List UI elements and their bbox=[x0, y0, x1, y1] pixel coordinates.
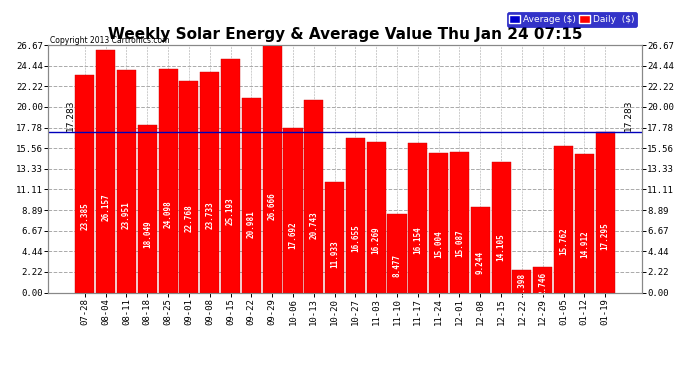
Bar bbox=[96, 50, 115, 292]
Text: 17.283: 17.283 bbox=[624, 99, 633, 131]
Text: 2.398: 2.398 bbox=[518, 273, 526, 296]
Text: 25.193: 25.193 bbox=[226, 197, 235, 225]
Bar bbox=[366, 141, 386, 292]
Text: 16.154: 16.154 bbox=[413, 226, 422, 254]
Bar bbox=[450, 153, 469, 292]
Bar bbox=[138, 125, 157, 292]
Bar bbox=[346, 138, 365, 292]
Bar bbox=[575, 154, 594, 292]
Bar bbox=[471, 207, 490, 292]
Legend: Average ($), Daily  ($): Average ($), Daily ($) bbox=[506, 12, 637, 27]
Title: Weekly Solar Energy & Average Value Thu Jan 24 07:15: Weekly Solar Energy & Average Value Thu … bbox=[108, 27, 582, 42]
Text: Copyright 2013 Cartronics.com: Copyright 2013 Cartronics.com bbox=[50, 36, 169, 45]
Bar bbox=[284, 128, 302, 292]
Text: 16.269: 16.269 bbox=[372, 226, 381, 254]
Text: 15.087: 15.087 bbox=[455, 230, 464, 257]
Bar bbox=[179, 81, 199, 292]
Text: 11.933: 11.933 bbox=[330, 240, 339, 268]
Bar bbox=[75, 75, 95, 292]
Text: 17.295: 17.295 bbox=[601, 222, 610, 250]
Text: 23.385: 23.385 bbox=[80, 202, 89, 230]
Bar bbox=[491, 162, 511, 292]
Bar bbox=[263, 45, 282, 292]
Text: 22.768: 22.768 bbox=[184, 205, 193, 232]
Bar bbox=[429, 153, 448, 292]
Text: 9.244: 9.244 bbox=[476, 251, 485, 274]
Text: 20.981: 20.981 bbox=[247, 210, 256, 238]
Bar bbox=[117, 70, 136, 292]
Text: 15.762: 15.762 bbox=[559, 227, 568, 255]
Text: 16.655: 16.655 bbox=[351, 225, 360, 252]
Bar bbox=[388, 214, 406, 292]
Text: 20.743: 20.743 bbox=[309, 211, 318, 239]
Bar bbox=[304, 100, 324, 292]
Bar bbox=[513, 270, 531, 292]
Text: 2.746: 2.746 bbox=[538, 272, 547, 295]
Bar bbox=[221, 59, 240, 292]
Text: 23.733: 23.733 bbox=[205, 201, 214, 229]
Bar bbox=[595, 132, 615, 292]
Text: 26.666: 26.666 bbox=[268, 192, 277, 220]
Bar bbox=[200, 72, 219, 292]
Bar bbox=[533, 267, 552, 292]
Text: 14.912: 14.912 bbox=[580, 230, 589, 258]
Text: 15.004: 15.004 bbox=[434, 230, 443, 258]
Bar bbox=[325, 182, 344, 292]
Bar bbox=[241, 98, 261, 292]
Bar bbox=[408, 142, 427, 292]
Text: 24.098: 24.098 bbox=[164, 200, 172, 228]
Text: 23.951: 23.951 bbox=[122, 201, 131, 229]
Text: 18.049: 18.049 bbox=[143, 220, 152, 248]
Text: 8.477: 8.477 bbox=[393, 254, 402, 276]
Text: 26.157: 26.157 bbox=[101, 194, 110, 221]
Text: 14.105: 14.105 bbox=[497, 233, 506, 261]
Text: 17.692: 17.692 bbox=[288, 221, 297, 249]
Bar bbox=[554, 146, 573, 292]
Bar bbox=[159, 69, 177, 292]
Text: 17.283: 17.283 bbox=[66, 99, 75, 131]
